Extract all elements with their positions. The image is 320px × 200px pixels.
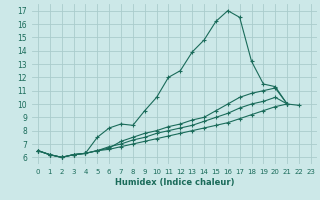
X-axis label: Humidex (Indice chaleur): Humidex (Indice chaleur) (115, 178, 234, 187)
